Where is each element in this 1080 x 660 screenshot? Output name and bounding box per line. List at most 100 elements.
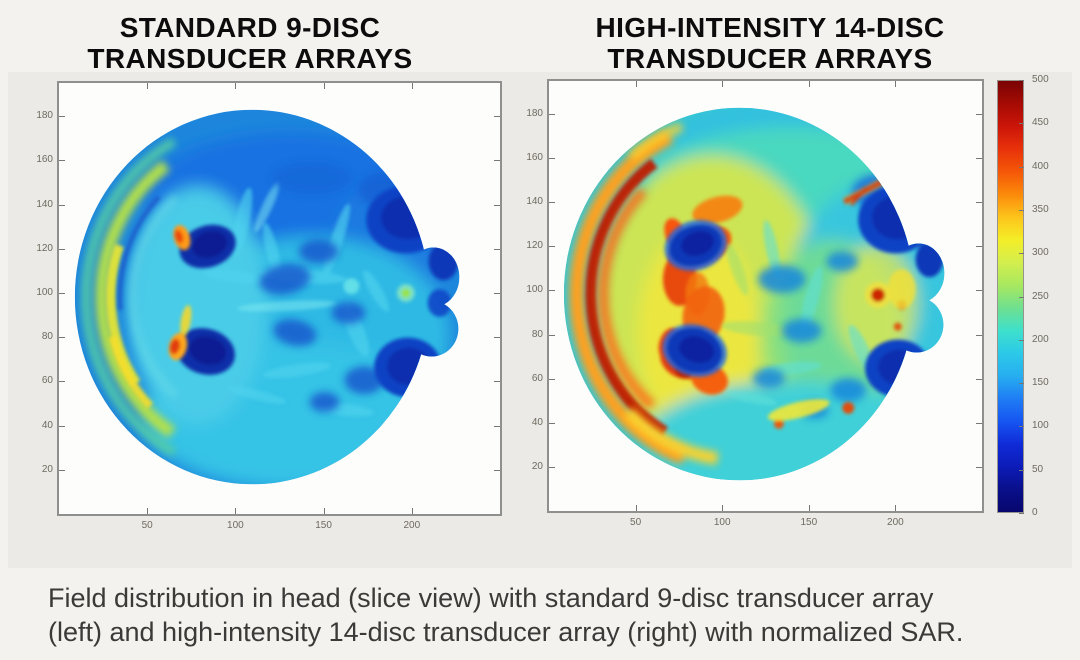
y-tick-mark bbox=[59, 425, 65, 427]
y-tick-mark bbox=[494, 248, 500, 250]
y-tick-mark bbox=[494, 292, 500, 294]
title-line: HIGH-INTENSITY 14-DISC bbox=[595, 12, 945, 43]
heatmap-right bbox=[563, 107, 945, 481]
x-tick-mark bbox=[147, 83, 149, 89]
x-tick-label: 200 bbox=[403, 520, 421, 531]
y-tick-mark bbox=[976, 290, 982, 292]
x-tick-mark bbox=[808, 505, 810, 511]
y-tick-mark bbox=[549, 202, 555, 204]
y-tick-mark bbox=[976, 466, 982, 468]
y-tick-mark bbox=[549, 466, 555, 468]
colorbar-tick-label: 350 bbox=[1032, 203, 1049, 215]
y-tick-mark bbox=[59, 469, 65, 471]
y-tick-label: 180 bbox=[36, 110, 53, 122]
y-tick-mark bbox=[59, 381, 65, 383]
y-tick-mark bbox=[59, 292, 65, 294]
y-tick-mark bbox=[59, 160, 65, 162]
x-tick-label: 150 bbox=[315, 520, 332, 531]
x-tick-mark bbox=[411, 83, 413, 89]
x-tick-label: 50 bbox=[630, 517, 642, 528]
y-tick-label: 120 bbox=[526, 240, 543, 252]
title-line: TRANSDUCER ARRAYS bbox=[87, 43, 413, 74]
heatmap-panel-right: 20 40 60 80 100 120 140 160 180 50 100 150 200 bbox=[526, 79, 984, 528]
title-line: TRANSDUCER ARRAYS bbox=[607, 43, 933, 74]
caption-line: Field distribution in head (slice view) … bbox=[48, 583, 934, 613]
y-tick-mark bbox=[494, 469, 500, 471]
colorbar-tick-label: 200 bbox=[1032, 333, 1049, 345]
colorbar-tick-label: 150 bbox=[1032, 377, 1049, 389]
y-tick-label: 20 bbox=[531, 460, 543, 472]
y-tick-mark bbox=[976, 422, 982, 424]
y-tick-mark bbox=[976, 158, 982, 160]
x-tick-mark bbox=[635, 81, 637, 87]
y-tick-mark bbox=[976, 246, 982, 248]
colorbar-tick-mark bbox=[1019, 209, 1024, 211]
x-tick-mark bbox=[895, 505, 897, 511]
y-tick-mark bbox=[549, 290, 555, 292]
x-tick-mark bbox=[147, 508, 149, 514]
y-tick-mark bbox=[549, 334, 555, 336]
y-tick-mark bbox=[59, 116, 65, 118]
y-tick-mark bbox=[494, 337, 500, 339]
colorbar-tick-label: 400 bbox=[1032, 160, 1049, 172]
y-tick-label: 140 bbox=[36, 198, 53, 210]
colorbar-tick-mark bbox=[1019, 513, 1024, 514]
colorbar-tick-label: 250 bbox=[1032, 290, 1049, 302]
x-tick-mark bbox=[323, 83, 325, 89]
y-tick-label: 160 bbox=[36, 154, 53, 166]
y-tick-mark bbox=[494, 381, 500, 383]
y-tick-label: 40 bbox=[531, 416, 543, 428]
title-line: STANDARD 9-DISC bbox=[119, 12, 381, 43]
colorbar-tick-mark bbox=[1019, 469, 1024, 471]
y-tick-label: 160 bbox=[526, 152, 543, 164]
y-tick-mark bbox=[549, 246, 555, 248]
colorbar-tick-mark bbox=[1019, 166, 1024, 168]
x-tick-mark bbox=[235, 508, 237, 514]
x-tick-mark bbox=[722, 505, 724, 511]
colorbar-tick-mark bbox=[1019, 426, 1024, 428]
y-tick-label: 40 bbox=[41, 419, 53, 431]
y-tick-mark bbox=[976, 202, 982, 204]
y-tick-mark bbox=[494, 116, 500, 118]
y-tick-mark bbox=[976, 114, 982, 116]
y-tick-mark bbox=[976, 334, 982, 336]
right-panel-title: HIGH-INTENSITY 14-DISC TRANSDUCER ARRAYS bbox=[550, 12, 990, 74]
y-tick-mark bbox=[549, 158, 555, 160]
y-tick-label: 120 bbox=[36, 242, 53, 254]
y-tick-mark bbox=[59, 204, 65, 206]
y-tick-label: 180 bbox=[526, 108, 543, 120]
y-tick-mark bbox=[976, 378, 982, 380]
y-tick-mark bbox=[494, 204, 500, 206]
colorbar-tick-mark bbox=[1019, 383, 1024, 385]
x-tick-mark bbox=[895, 81, 897, 87]
colorbar-tick-label: 50 bbox=[1032, 463, 1044, 475]
y-tick-label: 60 bbox=[531, 372, 543, 384]
heatmap-left bbox=[74, 109, 460, 485]
colorbar-tick-mark bbox=[1019, 296, 1024, 298]
caption-line: (left) and high-intensity 14-disc transd… bbox=[48, 617, 964, 647]
colorbar-tick-mark bbox=[1019, 123, 1024, 125]
x-tick-label: 150 bbox=[800, 517, 818, 528]
y-tick-label: 100 bbox=[526, 284, 543, 296]
x-tick-mark bbox=[635, 505, 637, 511]
x-tick-mark bbox=[235, 83, 237, 89]
y-tick-mark bbox=[549, 422, 555, 424]
colorbar-tick-mark bbox=[1019, 80, 1024, 81]
left-panel-title: STANDARD 9-DISC TRANSDUCER ARRAYS bbox=[30, 12, 470, 74]
colorbar-tick-label: 300 bbox=[1032, 247, 1049, 259]
y-tick-label: 140 bbox=[526, 196, 543, 208]
y-tick-mark bbox=[549, 114, 555, 116]
colorbar-tick-mark bbox=[1019, 253, 1024, 255]
y-tick-label: 100 bbox=[36, 286, 53, 298]
x-tick-mark bbox=[323, 508, 325, 514]
y-tick-label: 80 bbox=[41, 331, 53, 343]
colorbar-tick-label: 100 bbox=[1032, 420, 1049, 432]
x-tick-label: 50 bbox=[141, 520, 153, 531]
x-tick-label: 200 bbox=[887, 517, 904, 528]
heatmap-panel-left: 20 40 60 80 100 120 140 160 180 50 100 150 200 bbox=[36, 81, 502, 531]
y-tick-mark bbox=[549, 378, 555, 380]
x-tick-label: 100 bbox=[713, 517, 731, 528]
x-tick-mark bbox=[722, 81, 724, 87]
colorbar-tick-label: 450 bbox=[1032, 117, 1049, 129]
